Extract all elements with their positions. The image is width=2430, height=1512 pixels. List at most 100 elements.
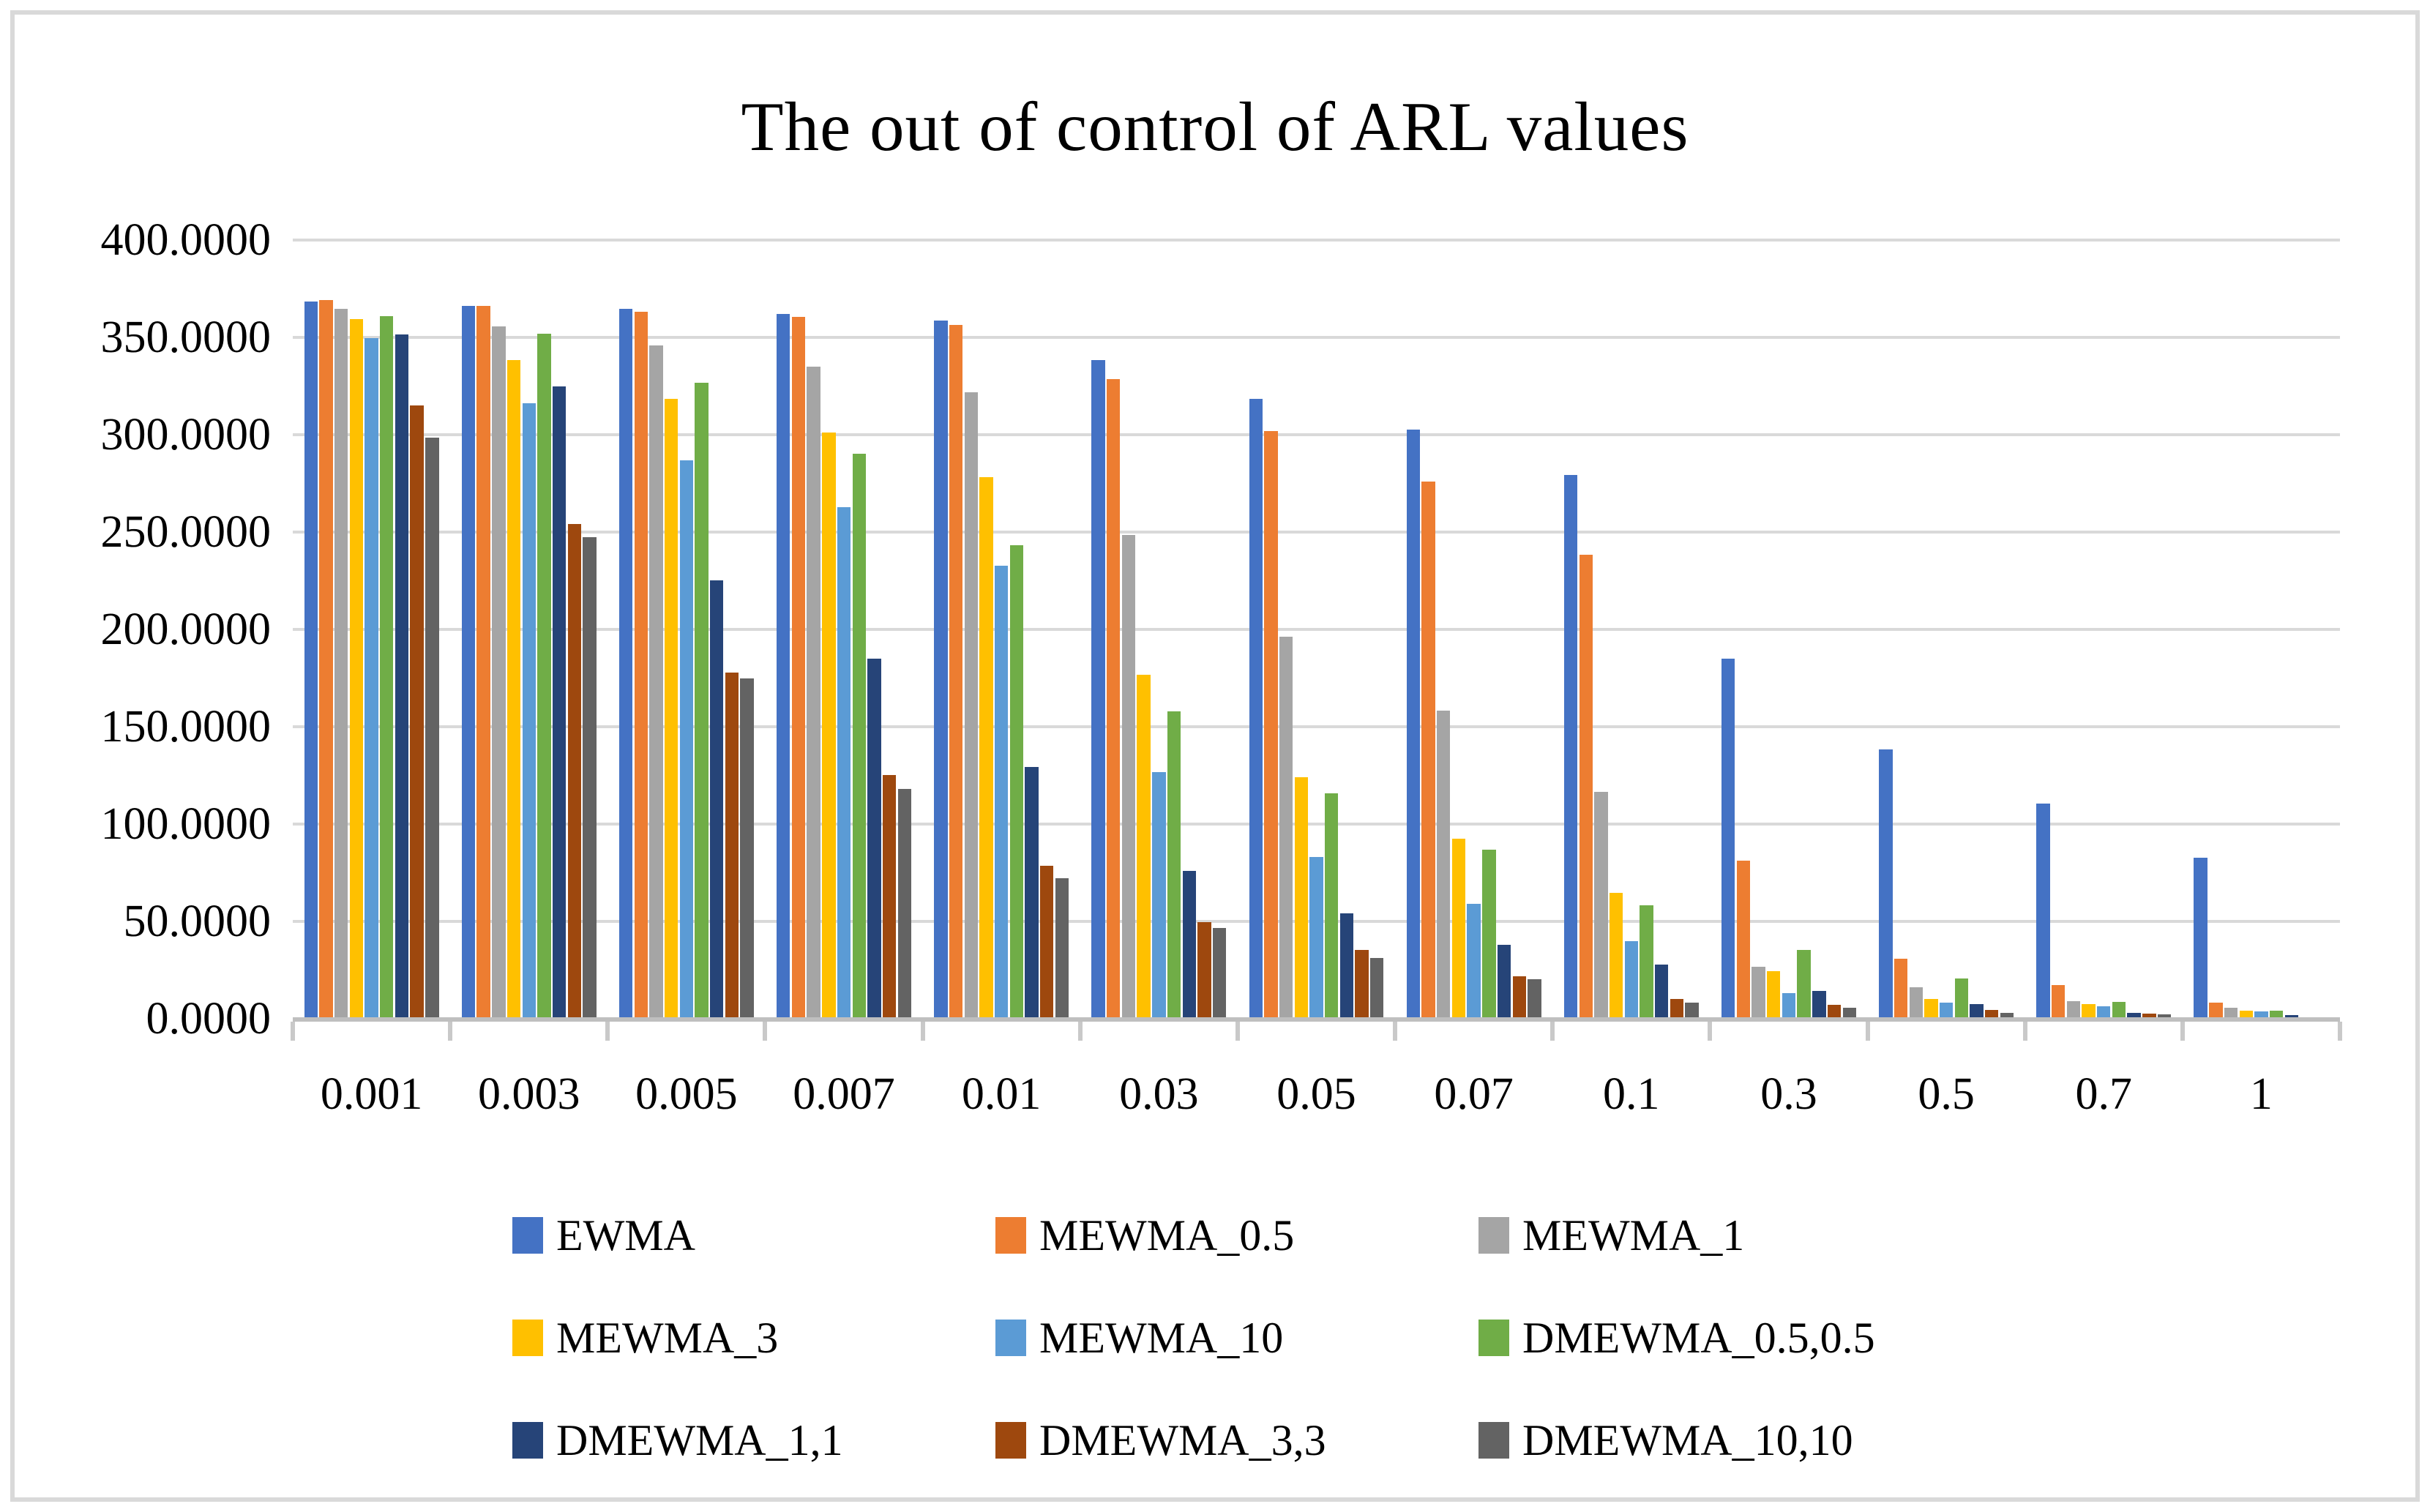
bar — [1985, 1010, 1999, 1019]
x-axis-tick-label: 0.5 — [1918, 1069, 1975, 1119]
bar — [522, 403, 536, 1019]
gridline — [293, 433, 2340, 436]
bar — [777, 314, 790, 1019]
bar — [2051, 985, 2066, 1019]
x-axis-tick-label: 1 — [2249, 1069, 2273, 1119]
bar — [897, 788, 912, 1019]
bar — [1167, 711, 1181, 1019]
y-axis-tick-label: 100.0000 — [100, 799, 272, 849]
bar — [2254, 1011, 2268, 1019]
legend-label: MEWMA_3 — [556, 1313, 779, 1362]
legend-item: MEWMA_3 — [512, 1313, 995, 1363]
bar — [1325, 793, 1339, 1019]
bar — [1406, 430, 1421, 1019]
bar — [1309, 856, 1323, 1019]
bar — [2269, 1011, 2284, 1019]
bar — [2082, 1003, 2096, 1019]
bar — [807, 366, 820, 1019]
x-axis-tick — [448, 1022, 453, 1041]
bar — [1812, 991, 1826, 1019]
bar — [934, 321, 948, 1019]
bar — [583, 537, 597, 1019]
bar — [1594, 791, 1608, 1019]
legend-item: MEWMA_10 — [995, 1313, 1478, 1363]
x-axis-tick — [2180, 1022, 2185, 1041]
bar — [2112, 1001, 2126, 1019]
bar — [1025, 766, 1039, 1019]
bar — [852, 453, 866, 1019]
bar — [1782, 992, 1796, 1019]
legend-label: DMEWMA_1,1 — [556, 1415, 843, 1464]
x-axis-tick — [1550, 1022, 1555, 1041]
bar — [2209, 1003, 2223, 1019]
bar — [2224, 1007, 2238, 1019]
bar — [1249, 399, 1263, 1019]
bar — [1954, 978, 1968, 1019]
bar — [964, 392, 978, 1019]
gridline — [293, 531, 2340, 534]
x-axis-tick-label: 0.01 — [961, 1069, 1042, 1119]
bar — [1528, 979, 1541, 1019]
bar — [349, 319, 364, 1019]
bar — [1437, 710, 1451, 1019]
bar — [1279, 636, 1293, 1019]
legend-swatch — [995, 1320, 1026, 1356]
bar — [1421, 482, 1435, 1019]
bar — [1752, 966, 1765, 1019]
legend-swatch — [512, 1422, 543, 1459]
bar — [1009, 544, 1024, 1019]
bar — [1842, 1008, 1856, 1019]
legend-label: EWMA — [556, 1210, 695, 1260]
gridline — [293, 628, 2340, 631]
x-axis-tick-label: 0.001 — [320, 1069, 423, 1119]
bar — [304, 301, 318, 1019]
gridline — [293, 336, 2340, 339]
bar — [994, 565, 1009, 1019]
bar — [1797, 950, 1811, 1019]
bar — [319, 300, 333, 1019]
bar — [1655, 965, 1669, 1019]
bar — [2036, 804, 2050, 1019]
x-axis-tick-label: 0.003 — [477, 1069, 580, 1119]
bar — [979, 477, 993, 1019]
legend-item: DMEWMA_3,3 — [995, 1415, 1478, 1466]
bar — [822, 433, 836, 1019]
bar — [1893, 959, 1908, 1019]
bar — [679, 460, 694, 1019]
x-axis-tick-label: 0.1 — [1603, 1069, 1660, 1119]
legend-label: MEWMA_0.5 — [1039, 1210, 1295, 1260]
bar — [364, 338, 378, 1019]
bar — [537, 334, 551, 1019]
legend-label: DMEWMA_3,3 — [1039, 1415, 1326, 1464]
y-axis-tick-label: 200.0000 — [100, 605, 272, 654]
legend: EWMA MEWMA_0.5 MEWMA_1 MEWMA_3 MEWMA_10 DMEWM… — [512, 1184, 1962, 1492]
bar — [567, 523, 582, 1019]
bar — [1040, 865, 1054, 1019]
legend-item: DMEWMA_0.5,0.5 — [1478, 1313, 1962, 1363]
bar — [1624, 941, 1638, 1019]
bar — [1640, 905, 1653, 1019]
x-axis-tick-label: 0.03 — [1119, 1069, 1199, 1119]
x-axis-tick — [1077, 1022, 1083, 1041]
bar — [395, 334, 409, 1019]
bar — [1970, 1003, 1984, 1019]
y-axis-tick-label: 50.0000 — [123, 897, 272, 946]
bar — [1197, 921, 1211, 1019]
x-axis-line — [293, 1017, 2340, 1022]
bar — [867, 658, 881, 1019]
bar — [1451, 838, 1466, 1019]
bar — [476, 306, 490, 1019]
gridline — [293, 239, 2340, 242]
bar — [1670, 999, 1684, 1019]
x-axis-tick — [605, 1022, 610, 1041]
bar — [649, 345, 663, 1019]
bar — [2157, 1014, 2172, 1019]
y-axis-tick-label: 400.0000 — [100, 215, 272, 265]
bar — [634, 311, 648, 1019]
x-axis-tick — [763, 1022, 768, 1041]
gridline — [293, 725, 2340, 728]
y-axis-tick-label: 300.0000 — [100, 410, 272, 460]
bar — [882, 774, 897, 1019]
